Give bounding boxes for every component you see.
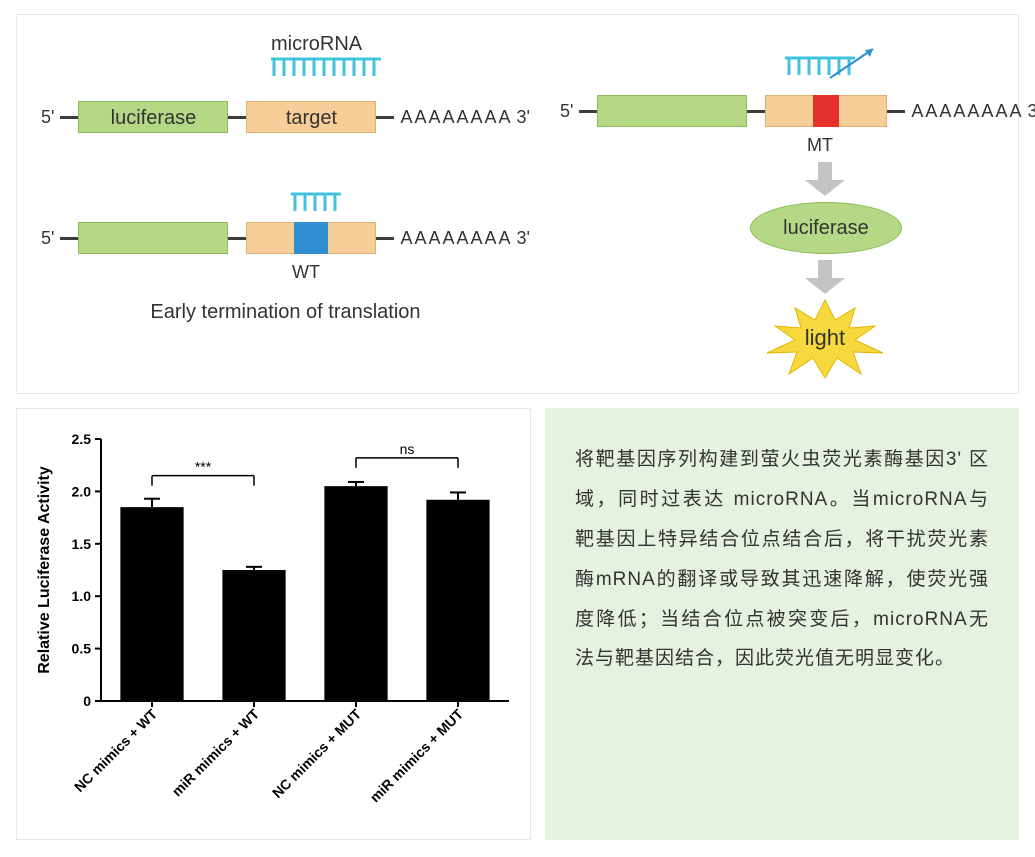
polya-label: AAAAAAAA <box>911 101 1023 122</box>
svg-text:***: *** <box>195 459 212 475</box>
light-label: light <box>765 298 885 378</box>
five-prime-label: 5' <box>560 101 573 122</box>
polya-label: AAAAAAAA <box>400 228 512 249</box>
svg-text:NC mimics + WT: NC mimics + WT <box>71 706 160 795</box>
polya-label: AAAAAAAA <box>400 107 512 128</box>
description-panel: 将靶基因序列构建到萤火虫荧光素酶基因3' 区域，同时过表达 microRNA。当… <box>545 408 1019 840</box>
chart-panel: 0 0.5 1.0 1.5 2.0 2.5 Relative Luciferase Acti… <box>16 408 531 840</box>
svg-text:1.0: 1.0 <box>72 588 92 604</box>
svg-text:miR mimics + MUT: miR mimics + MUT <box>367 705 467 805</box>
three-prime-label: 3' <box>517 107 530 128</box>
description-text: 将靶基因序列构建到萤火虫荧光素酶基因3' 区域，同时过表达 microRNA。当… <box>575 449 989 669</box>
arrow-down-icon <box>805 260 845 296</box>
three-prime-label: 3' <box>517 228 530 249</box>
luciferase-box <box>597 95 747 127</box>
target-box: target <box>246 101 376 133</box>
svg-text:ns: ns <box>400 441 415 457</box>
strand-icon <box>747 110 765 113</box>
page: microRNA 5' luciferase <box>0 0 1035 857</box>
target-wt-box <box>246 222 376 254</box>
microrna-label: microRNA <box>271 33 530 56</box>
svg-text:1.5: 1.5 <box>72 536 92 552</box>
svg-text:2.0: 2.0 <box>72 483 92 499</box>
target-mt-box <box>765 95 887 127</box>
strand-icon <box>228 237 246 240</box>
five-prime-label: 5' <box>41 228 54 249</box>
mt-label: MT <box>755 135 885 156</box>
mrna-row-wt-unbound: 5' luciferase target AAAAAAAA 3' <box>41 97 530 137</box>
svg-text:0: 0 <box>83 693 91 709</box>
mrna-row-mt: 5' AAAAAAAA 3' <box>560 91 1035 131</box>
bar-chart: 0 0.5 1.0 1.5 2.0 2.5 Relative Luciferase Acti… <box>29 421 519 826</box>
strand-icon <box>579 110 597 113</box>
strand-icon <box>60 116 78 119</box>
deflect-arrow-icon <box>825 43 885 83</box>
arrow-down-icon <box>805 162 845 198</box>
luciferase-box <box>78 222 228 254</box>
microrna-comb-icon <box>271 56 391 86</box>
mrna-row-wt-bound: 5' AAAAAAAA 3' <box>41 218 530 258</box>
strand-icon <box>887 110 905 113</box>
luciferase-box: luciferase <box>78 101 228 133</box>
bottom-row: 0 0.5 1.0 1.5 2.0 2.5 Relative Luciferase Acti… <box>16 408 1019 840</box>
strand-icon <box>376 116 394 119</box>
early-termination-caption: Early termination of translation <box>41 301 530 324</box>
strand-icon <box>60 237 78 240</box>
svg-text:2.5: 2.5 <box>72 431 92 447</box>
strand-icon <box>228 116 246 119</box>
svg-text:0.5: 0.5 <box>72 641 92 657</box>
microrna-comb-icon <box>291 191 351 215</box>
svg-text:miR mimics + WT: miR mimics + WT <box>169 705 263 799</box>
svg-text:Relative Luciferase Activity: Relative Luciferase Activity <box>36 466 53 674</box>
light-starburst: light <box>765 298 885 378</box>
diagram-right-column: 5' AAAAAAAA 3' MT luciferase <box>560 33 1035 383</box>
strand-icon <box>376 237 394 240</box>
diagram-left-column: microRNA 5' luciferase <box>41 33 530 383</box>
diagram-panel: microRNA 5' luciferase <box>16 14 1019 394</box>
five-prime-label: 5' <box>41 107 54 128</box>
luciferase-ellipse: luciferase <box>750 202 902 254</box>
wt-label: WT <box>241 262 371 283</box>
three-prime-label: 3' <box>1027 101 1035 122</box>
svg-text:NC mimics + MUT: NC mimics + MUT <box>269 705 365 801</box>
